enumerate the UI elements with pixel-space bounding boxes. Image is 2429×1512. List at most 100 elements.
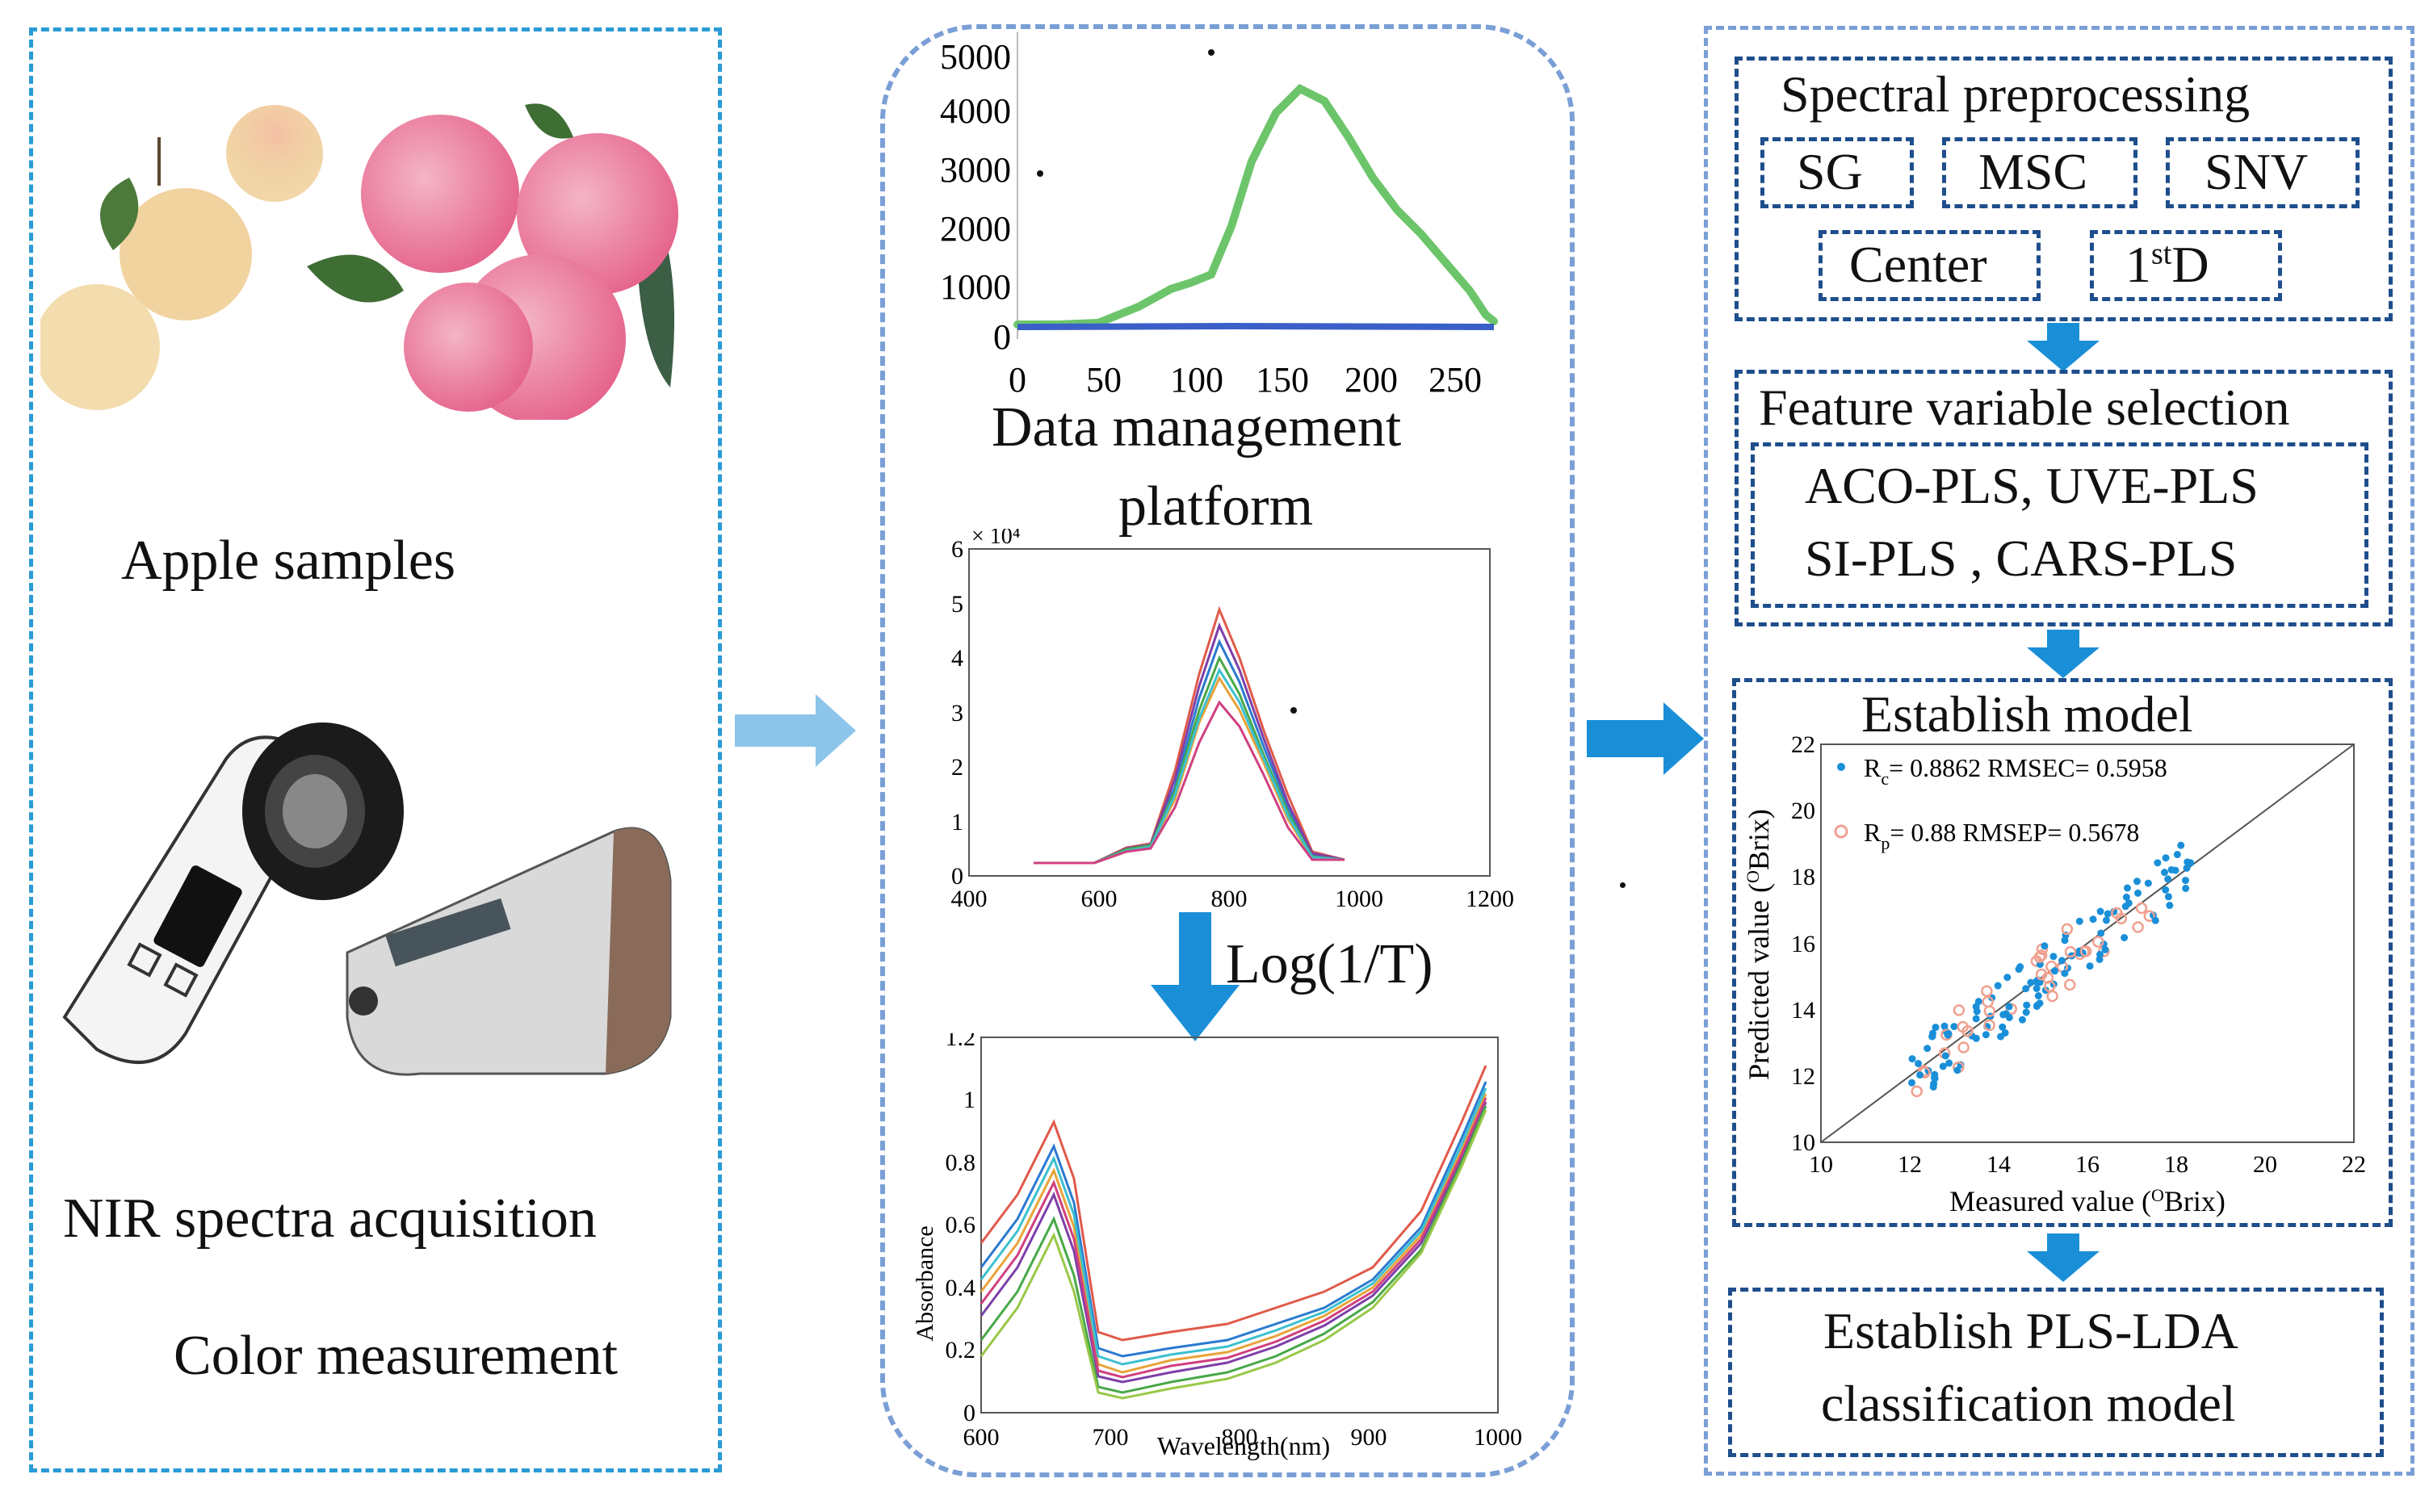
scatter-point xyxy=(2035,968,2048,981)
svg-text:22: 22 xyxy=(2342,1151,2366,1178)
feature-methods-box xyxy=(1751,442,2368,608)
svg-text:1.2: 1.2 xyxy=(946,1033,976,1051)
chart3-ylabel: Absorbance xyxy=(912,1225,938,1341)
scatter-point xyxy=(2075,917,2083,925)
legend-rc: Rc= 0.8862 RMSEC= 0.5958 xyxy=(1864,753,2167,789)
svg-text:0.4: 0.4 xyxy=(946,1275,976,1301)
scatter-point xyxy=(1915,1059,1923,1067)
scatter-point xyxy=(2173,851,2181,859)
svg-text:0: 0 xyxy=(951,863,963,890)
scatter-point xyxy=(1982,995,1994,1008)
x-tick: 150 xyxy=(1256,360,1309,400)
scatter-point xyxy=(2102,916,2110,924)
scatter-point xyxy=(2122,893,2130,901)
model-title: Establish model xyxy=(1861,685,2193,743)
scatter-point xyxy=(2143,910,2156,923)
scatter-point xyxy=(2181,877,2189,885)
svg-text:12: 12 xyxy=(1898,1151,1922,1178)
y-tick: 1000 xyxy=(940,267,1011,307)
legend-rp: Rp= 0.88 RMSEP= 0.5678 xyxy=(1864,818,2139,853)
svg-text:14: 14 xyxy=(1791,997,1815,1024)
scatter-point xyxy=(2133,889,2142,897)
svg-text:600: 600 xyxy=(1081,886,1118,912)
method-sg-label: SG xyxy=(1797,143,1863,200)
method-first-derivative xyxy=(2090,230,2282,301)
apple-samples-image xyxy=(40,103,678,420)
arrow-down-1 xyxy=(2027,323,2100,371)
scatter-point xyxy=(2124,884,2132,892)
method-first-derivative-label: 1stD xyxy=(2125,236,2209,293)
svg-text:16: 16 xyxy=(2075,1151,2100,1178)
scatter-point xyxy=(2002,1010,2010,1018)
scatter-point xyxy=(1916,1071,1924,1079)
method-center xyxy=(1819,230,2041,301)
scatter-points xyxy=(1908,841,2195,1098)
scatter-point xyxy=(2051,967,2059,975)
svg-text:10: 10 xyxy=(1809,1151,1833,1178)
scatter-point xyxy=(2005,1003,2013,1011)
method-msc xyxy=(1942,137,2137,208)
svg-text:6: 6 xyxy=(951,536,963,563)
scatter-point xyxy=(1908,1055,1916,1063)
scatter-point xyxy=(2035,949,2048,961)
scatter-point xyxy=(2046,990,2058,1003)
scatter-point xyxy=(2033,984,2041,992)
scatter-point xyxy=(2184,858,2192,866)
scatter-point xyxy=(2151,916,2159,924)
scatter-point xyxy=(2104,910,2112,918)
svg-text:2: 2 xyxy=(951,754,963,781)
scatter-point xyxy=(2023,1001,2031,1009)
scatter-point xyxy=(2183,864,2191,872)
scatter-point xyxy=(2015,965,2023,974)
scatter-point xyxy=(2079,945,2092,957)
svg-text:600: 600 xyxy=(963,1424,1000,1451)
svg-text:20: 20 xyxy=(2253,1151,2277,1178)
scatter-point xyxy=(1972,1034,1980,1042)
scatter-point xyxy=(2003,974,2012,982)
scatter-point xyxy=(2166,902,2174,910)
raw-signal-chart: 0 1000 2000 3000 4000 5000 0 50 100 150 … xyxy=(940,32,1498,400)
identity-line xyxy=(1820,743,2355,1143)
scatter-point xyxy=(2154,859,2162,867)
scatter-point xyxy=(2121,934,2129,942)
arrow-down-3 xyxy=(2027,1233,2100,1282)
scatter-point xyxy=(1945,1059,1953,1067)
svg-text:0.6: 0.6 xyxy=(946,1212,976,1238)
svg-text:1000: 1000 xyxy=(1474,1424,1522,1451)
scatter-point xyxy=(2097,929,2105,937)
scatter-point xyxy=(2034,992,2042,1000)
scatter-point xyxy=(2115,912,2128,924)
scatter-point xyxy=(2064,945,2077,958)
svg-text:1000: 1000 xyxy=(1335,886,1383,912)
y-tick: 5000 xyxy=(940,37,1011,77)
scatter-point xyxy=(2018,1016,2026,1024)
scatter-point xyxy=(1940,1022,1949,1030)
scatter-point xyxy=(1944,1031,1952,1039)
scatter-point xyxy=(1908,1079,1916,1087)
scatter-point xyxy=(2061,970,2069,978)
y-tick: 3000 xyxy=(940,150,1011,190)
scatter-point xyxy=(1994,982,2002,990)
svg-text:5: 5 xyxy=(951,591,963,618)
classification-line2: classification model xyxy=(1821,1375,2236,1432)
svg-text:20: 20 xyxy=(1791,798,1815,824)
method-snv xyxy=(2166,137,2360,208)
chart3-xlabel: Wavelength(nm) xyxy=(1157,1431,1330,1460)
scatter-point xyxy=(2089,915,2097,924)
method-center-label: Center xyxy=(1849,236,1987,293)
scatter-point xyxy=(1953,1004,1965,1016)
arrow-down-2 xyxy=(2027,630,2100,678)
chart2-exponent: × 10⁴ xyxy=(971,529,1021,549)
scatter-point xyxy=(1999,1023,2007,1031)
scatter-point xyxy=(2164,875,2172,883)
instruments-image xyxy=(62,722,672,1076)
x-tick: 200 xyxy=(1345,360,1398,400)
svg-text:3: 3 xyxy=(951,700,963,727)
scatter-point xyxy=(1931,1074,1939,1083)
svg-text:18: 18 xyxy=(1791,864,1815,890)
scatter-xlabel: Measured value (OBrix) xyxy=(1949,1185,2226,1217)
svg-text:0.8: 0.8 xyxy=(946,1150,976,1176)
y-tick: 0 xyxy=(993,317,1011,357)
scatter-point xyxy=(2044,980,2056,992)
arrow-down-log xyxy=(1151,912,1240,1041)
